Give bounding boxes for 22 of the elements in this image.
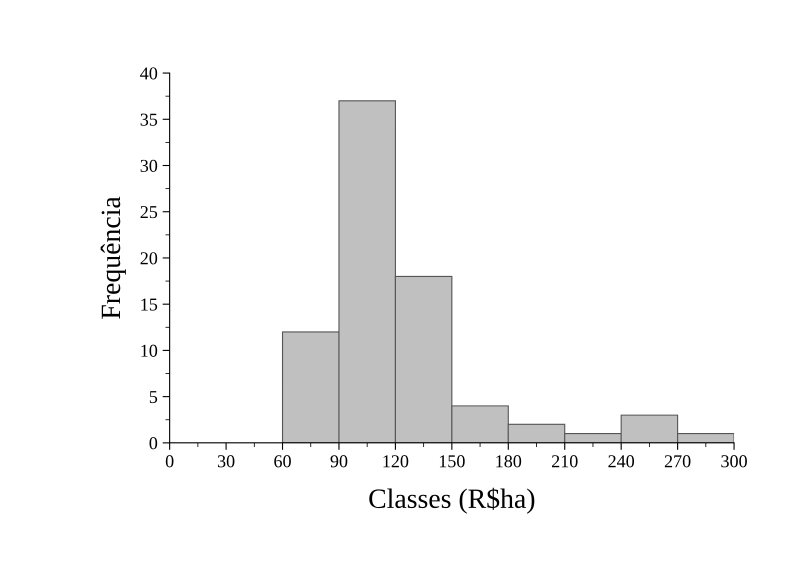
x-tick-label: 60: [274, 455, 291, 468]
y-tick-label: 35: [140, 114, 158, 126]
x-tick-label: 120: [383, 455, 408, 468]
y-tick-label: 5: [150, 391, 158, 404]
x-tick-label: 0: [166, 455, 174, 468]
x-tick-label: 300: [721, 455, 747, 468]
y-tick-label: 25: [140, 206, 158, 218]
x-tick-label: 210: [552, 455, 578, 468]
y-tick-label: 30: [140, 160, 158, 172]
x-axis-title: Classes (R$ha): [369, 488, 534, 514]
x-tick-label: 270: [664, 455, 690, 468]
x-tick-label: 240: [608, 455, 634, 468]
y-tick-label: 20: [140, 252, 158, 264]
y-axis-title: Frequência: [100, 196, 126, 319]
y-tick-label: 10: [141, 344, 158, 357]
y-tick-label: 15: [141, 298, 158, 311]
x-tick-label: 30: [218, 455, 234, 468]
y-tick-label: 0: [150, 437, 158, 450]
y-tick-label: 40: [140, 67, 158, 80]
x-tick-label: 90: [330, 455, 348, 468]
x-tick-label: 180: [496, 455, 522, 468]
x-tick-label: 150: [440, 455, 465, 468]
